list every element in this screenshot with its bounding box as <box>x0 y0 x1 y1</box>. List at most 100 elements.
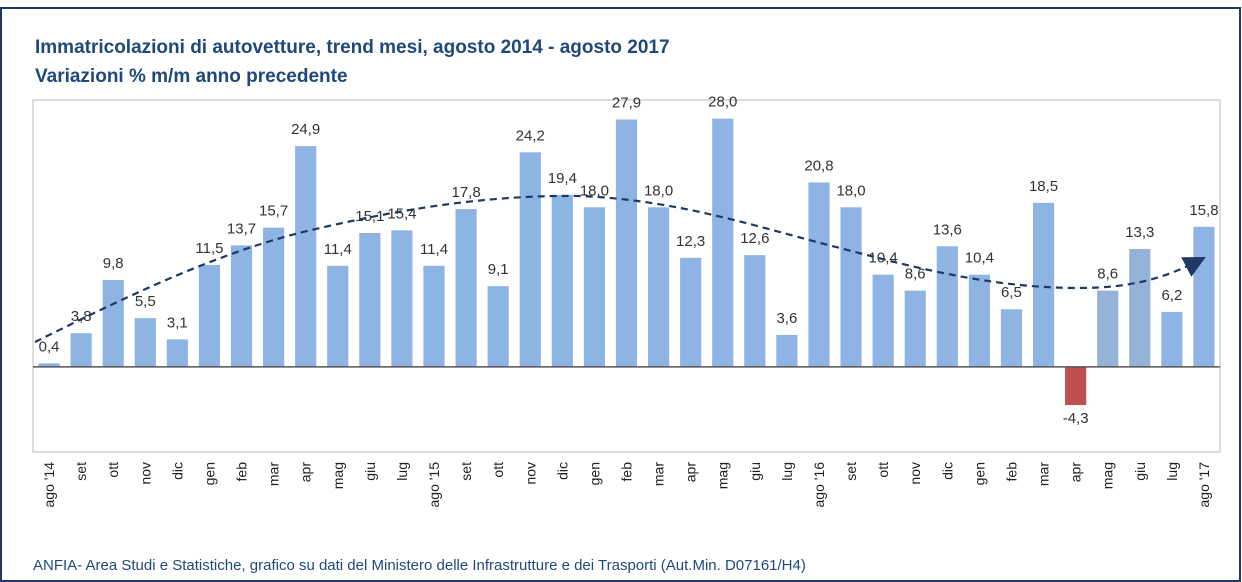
x-tick-label: ago '17 <box>1196 462 1212 508</box>
bar <box>551 194 573 367</box>
bar <box>904 290 926 367</box>
x-tick-label: dic <box>554 462 570 480</box>
bar <box>263 227 285 367</box>
x-tick-label: giu <box>362 462 378 481</box>
x-tick-label: feb <box>234 462 250 482</box>
x-tick-label: mag <box>715 462 731 489</box>
x-tick-label: nov <box>907 462 923 485</box>
x-tick-label: ago '16 <box>811 462 827 508</box>
bars: 0,4 ago '14 3,8 set 9,8 ott 5,5 nov 3,1 dic 11,5 ge… <box>33 94 1220 508</box>
bar <box>1032 202 1055 367</box>
data-label: 28,0 <box>708 94 737 111</box>
x-tick-label: set <box>458 462 474 481</box>
bar <box>70 333 92 367</box>
x-tick-label: lug <box>1164 462 1180 481</box>
data-label: 6,2 <box>1161 287 1182 304</box>
data-label: 11,4 <box>324 241 352 258</box>
bar <box>423 265 445 367</box>
data-label: 18,0 <box>580 182 609 199</box>
bar <box>38 363 60 367</box>
frame <box>0 7 1241 582</box>
data-label: 17,8 <box>451 184 480 201</box>
data-label: 19,4 <box>548 170 577 187</box>
chart-title: Immatricolazioni di autovetture, trend m… <box>35 37 670 58</box>
data-label: 20,8 <box>804 157 833 174</box>
data-label: 18,5 <box>1029 178 1058 195</box>
x-tick-label: nov <box>137 462 153 485</box>
x-tick-label: dic <box>939 462 955 480</box>
x-tick-label: lug <box>394 462 410 481</box>
data-label: 12,6 <box>740 230 769 247</box>
x-tick-label: ott <box>875 462 891 478</box>
bar <box>198 264 221 367</box>
trend-line <box>34 194 1206 343</box>
bar <box>968 274 990 367</box>
bar <box>776 334 798 367</box>
data-label: 3,8 <box>71 308 92 325</box>
chart-subtitle: Variazioni % m/m anno precedente <box>35 66 348 87</box>
data-label: 9,1 <box>488 261 509 278</box>
x-tick-label: nov <box>522 462 538 485</box>
x-tick-label: mag <box>330 462 346 489</box>
x-tick-label: ago '15 <box>426 462 442 508</box>
data-label: 11,4 <box>420 241 448 258</box>
x-tick-label: ott <box>105 462 121 478</box>
data-label: 0,4 <box>39 338 60 355</box>
x-tick-label: giu <box>747 462 763 481</box>
bar <box>1097 290 1119 367</box>
bar <box>230 245 253 367</box>
source-note: ANFIA- Area Studi e Statistiche, grafico… <box>33 557 806 574</box>
data-label: 10,4 <box>965 250 994 267</box>
bar <box>583 207 606 367</box>
bar <box>359 232 381 367</box>
data-label: 24,9 <box>291 121 320 138</box>
data-label: 15,4 <box>387 205 416 222</box>
data-label: 15,1 <box>355 208 384 225</box>
data-label: 13,6 <box>933 221 962 238</box>
data-label: 24,2 <box>516 127 545 144</box>
bar <box>744 255 766 367</box>
bar <box>808 182 830 367</box>
x-tick-label: gen <box>971 462 987 485</box>
bar <box>455 209 477 367</box>
bar <box>680 257 702 367</box>
x-tick-label: gen <box>201 462 217 485</box>
bar <box>712 118 734 367</box>
bar <box>1161 311 1183 367</box>
data-label: 15,7 <box>259 203 288 220</box>
x-tick-label: giu <box>1132 462 1148 481</box>
data-label: 9,8 <box>103 255 124 272</box>
data-label: 3,6 <box>776 310 797 327</box>
data-label: 15,8 <box>1189 202 1218 219</box>
bar <box>327 265 349 367</box>
x-tick-label: mar <box>1036 462 1052 486</box>
x-tick-label: feb <box>619 462 635 482</box>
x-tick-label: mar <box>651 462 667 486</box>
bar <box>295 146 317 367</box>
bar <box>391 230 413 367</box>
x-tick-label: ago '14 <box>41 462 57 508</box>
data-label: 8,6 <box>905 266 926 283</box>
bar <box>166 339 188 367</box>
data-label: 27,9 <box>612 95 641 112</box>
bar <box>1065 366 1087 406</box>
bar <box>519 152 541 367</box>
bar <box>1129 248 1151 367</box>
x-tick-label: lug <box>779 462 795 481</box>
data-label: -4,3 <box>1063 410 1089 427</box>
x-tick-label: ott <box>490 462 506 478</box>
data-label: 3,1 <box>167 314 188 331</box>
data-label: 5,5 <box>135 293 156 310</box>
bar <box>1000 309 1023 367</box>
bar <box>840 207 862 367</box>
bar <box>1193 226 1215 367</box>
data-label: 13,3 <box>1125 224 1154 241</box>
x-tick-label: apr <box>1068 462 1084 483</box>
bar <box>872 274 894 367</box>
x-tick-label: set <box>843 462 859 481</box>
bar <box>134 318 156 367</box>
data-label: 13,7 <box>227 220 256 237</box>
x-tick-label: mag <box>1100 462 1116 489</box>
x-tick-label: gen <box>586 462 602 485</box>
